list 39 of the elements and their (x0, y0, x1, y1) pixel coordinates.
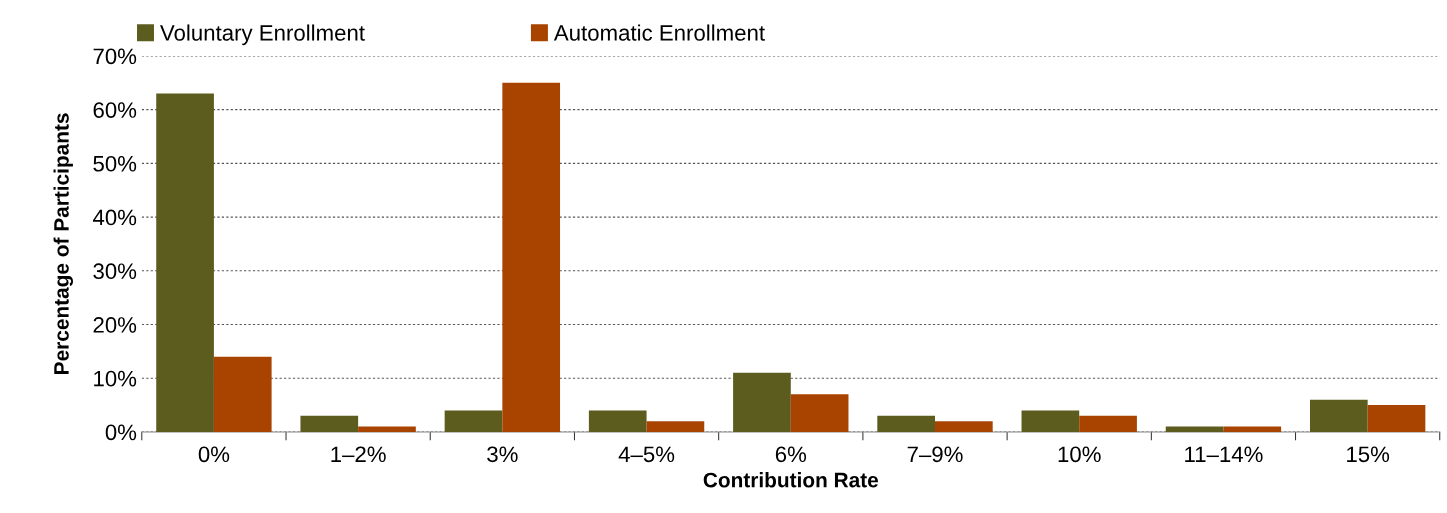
bar (935, 421, 993, 432)
x-tick-label: 3% (487, 446, 518, 463)
y-tick-label: 50% (93, 155, 137, 172)
bar (300, 415, 359, 432)
legend-label: Automatic Enrollment (553, 24, 765, 41)
bar (733, 372, 791, 432)
bar (358, 426, 416, 432)
y-tick-label: 30% (93, 263, 137, 280)
x-tick-label: 1–2% (331, 446, 386, 463)
bar (588, 410, 647, 432)
x-tick-label: 15% (1347, 446, 1390, 463)
y-tick-label: 20% (93, 317, 137, 333)
y-tick-label: 70% (93, 48, 137, 65)
x-tick-label: 11–14% (1185, 446, 1263, 463)
y-tick-label: 40% (92, 209, 137, 226)
y-axis-title: Percentage of Participants (53, 113, 74, 374)
bar (1367, 405, 1426, 432)
x-tick-label: 7–9% (907, 446, 963, 463)
x-tick-label: 10% (1058, 446, 1101, 463)
bar (1079, 415, 1137, 432)
x-tick-label: 4–5% (618, 446, 675, 463)
x-tick-label: 0% (198, 446, 230, 463)
y-tick-label: 0% (105, 424, 137, 441)
bar (502, 82, 561, 432)
bar (1223, 426, 1282, 432)
bar (646, 421, 705, 432)
bar (213, 356, 272, 432)
legend-label: Voluntary Enrollment (160, 24, 365, 46)
x-axis-title: Contribution Rate (703, 472, 879, 488)
bar (444, 410, 503, 432)
bar (1021, 410, 1080, 432)
bar (1165, 426, 1224, 432)
y-tick-label: 10% (94, 370, 137, 387)
x-tick-label: 6% (775, 446, 807, 463)
bar (1309, 399, 1368, 432)
bar (790, 394, 849, 432)
bar (877, 415, 935, 432)
y-tick-label: 60% (93, 102, 137, 118)
bar (156, 93, 214, 432)
